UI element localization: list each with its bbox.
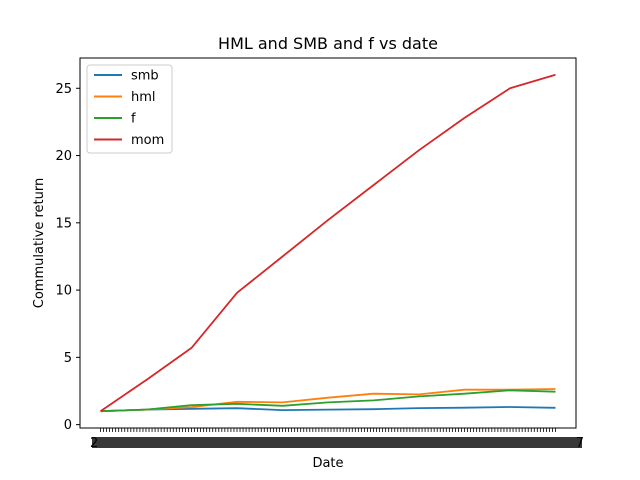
y-tick-label-25: 25 [55, 82, 72, 97]
legend-label-mom: mom [131, 133, 164, 148]
y-tick-label-15: 15 [55, 216, 72, 231]
chart-title: HML and SMB and f vs date [218, 34, 438, 53]
legend-label-f: f [131, 112, 136, 127]
plot-area: 0 5 10 15 20 25 [55, 57, 582, 448]
plot-frame [79, 57, 577, 429]
y-tick-label-20: 20 [55, 149, 72, 164]
y-axis: 0 5 10 15 20 25 [55, 82, 80, 433]
y-tick-label-10: 10 [55, 284, 72, 299]
series-line-mom [99, 73, 556, 412]
x-tick-label-last: 7 [576, 436, 584, 451]
series-lines [99, 73, 556, 413]
legend-box [86, 64, 173, 154]
y-tick-label-0: 0 [64, 418, 72, 433]
series-line-f [100, 389, 556, 413]
x-tick-labels-crowded [92, 437, 582, 448]
x-tick-label-first: 2 [90, 436, 98, 451]
y-tick-label-5: 5 [64, 351, 72, 366]
x-axis [92, 428, 582, 448]
x-axis-label: Date [312, 456, 343, 471]
y-axis-label: Commulative return [32, 178, 47, 308]
legend: smb hml f mom [86, 64, 173, 154]
legend-label-smb: smb [131, 69, 159, 84]
legend-label-hml: hml [131, 90, 156, 105]
series-line-hml [100, 388, 556, 413]
series-line-smb [100, 406, 556, 413]
